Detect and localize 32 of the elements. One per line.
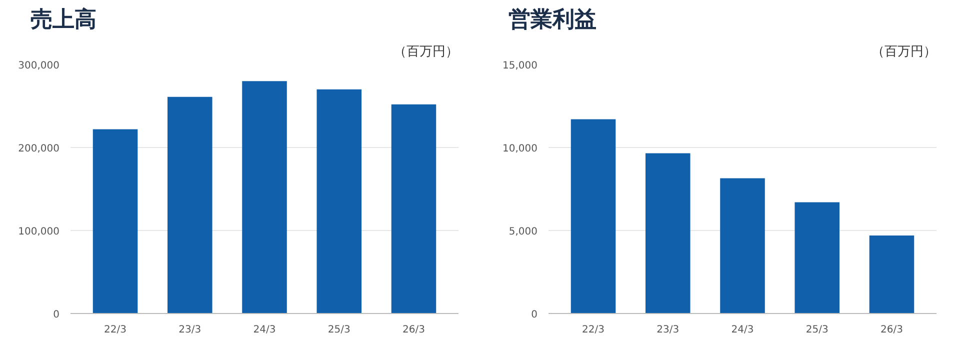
bar xyxy=(720,178,765,314)
bar xyxy=(646,153,690,314)
bar xyxy=(391,104,436,314)
bar xyxy=(92,129,138,314)
y-tick-label: 15,000 xyxy=(502,60,538,72)
x-tick-label: 25/3 xyxy=(328,324,350,336)
x-tick-label: 26/3 xyxy=(402,324,425,336)
bar xyxy=(570,119,616,314)
y-tick-label: 10,000 xyxy=(502,144,538,154)
y-tick-label: 0 xyxy=(531,310,538,320)
y-tick-label: 300,000 xyxy=(18,60,60,72)
x-tick-label: 23/3 xyxy=(656,324,680,336)
x-tick-label: 22/3 xyxy=(582,324,605,336)
bar xyxy=(869,235,914,314)
y-tick-label: 5,000 xyxy=(508,226,538,238)
chart-title: 売上高 xyxy=(30,6,96,32)
x-tick-label: 26/3 xyxy=(880,324,903,336)
bar xyxy=(316,89,362,314)
text: （百万円） xyxy=(394,44,458,60)
x-tick-label: 24/3 xyxy=(731,324,754,336)
y-tick-label: 200,000 xyxy=(18,144,60,154)
bar xyxy=(168,96,212,314)
x-tick-label: 24/3 xyxy=(253,324,276,336)
chart-title: 営業利益 xyxy=(508,8,596,32)
y-tick-label: 100,000 xyxy=(18,226,60,238)
y-tick-label: 0 xyxy=(53,310,60,320)
x-tick-label: 23/3 xyxy=(178,324,202,336)
bar xyxy=(242,81,287,314)
x-tick-label: 25/3 xyxy=(806,324,828,336)
x-tick-label: 22/3 xyxy=(104,324,127,336)
bar xyxy=(794,202,840,314)
text: （百万円） xyxy=(872,44,936,60)
